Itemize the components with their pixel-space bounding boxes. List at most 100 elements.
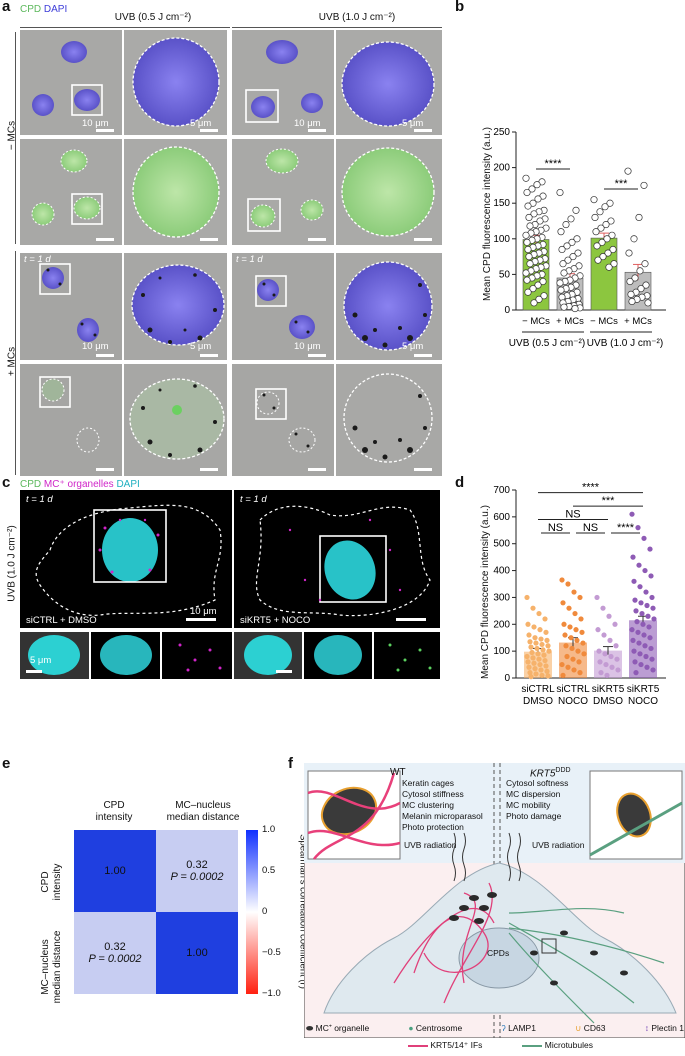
- data-point: [571, 667, 577, 673]
- y-tick-label: 200: [493, 163, 510, 174]
- f-legend-row1: ⬬ MC⁺ organelle ● Centrosome ʔ LAMP1 ∪ C…: [306, 1023, 684, 1034]
- cell-pvalue: P = 0.0002: [170, 871, 224, 883]
- data-point: [602, 651, 608, 657]
- y-tick-label: 150: [493, 198, 510, 209]
- sig-label: ****: [617, 522, 635, 534]
- data-point: [635, 629, 641, 635]
- data-point: [613, 643, 619, 649]
- data-point: [612, 621, 618, 627]
- ko-label: KRT5DDD: [530, 767, 571, 779]
- x-tick-label: − MCs: [522, 316, 550, 327]
- cbar-tick: −0.5: [262, 947, 281, 958]
- data-point: [595, 627, 601, 633]
- data-point: [539, 641, 545, 648]
- data-point: [569, 645, 575, 652]
- heatmap-cell-11: 1.00: [74, 830, 156, 912]
- data-point: [538, 636, 544, 642]
- data-point: [529, 649, 535, 656]
- data-point: [536, 610, 542, 617]
- data-point: [641, 260, 649, 268]
- sig-label: ***: [602, 495, 616, 507]
- data-point: [568, 635, 574, 641]
- legend-mc: MC⁺ organelles: [43, 479, 114, 490]
- data-point: [524, 245, 532, 254]
- data-point: [602, 221, 610, 229]
- data-point: [525, 253, 533, 261]
- data-point: [649, 656, 655, 662]
- uvb-side-label: UVB (1.0 J cm⁻²): [6, 525, 18, 602]
- data-point: [642, 643, 648, 649]
- condition-left: siCTRL + DMSO: [26, 615, 97, 626]
- data-point: [540, 647, 546, 653]
- x-tick-label: siKRT5: [592, 684, 625, 695]
- data-point: [607, 637, 613, 643]
- data-point: [648, 645, 654, 652]
- data-point: [631, 274, 639, 282]
- data-point: [536, 656, 542, 662]
- data-point: [523, 188, 531, 197]
- data-point: [641, 535, 647, 541]
- data-point: [559, 577, 565, 583]
- data-point: [580, 640, 586, 646]
- data-point: [601, 632, 607, 638]
- data-point: [544, 668, 550, 674]
- data-point: [607, 217, 615, 225]
- data-point: [634, 619, 640, 625]
- wt-feature: MC clustering: [402, 800, 454, 810]
- data-point: [591, 213, 599, 221]
- timepoint-label: t = 1 d: [240, 494, 267, 505]
- data-point: [563, 242, 571, 250]
- data-point: [533, 640, 539, 646]
- data-point: [567, 624, 573, 630]
- row-bracket: [15, 32, 16, 244]
- data-point: [600, 605, 606, 611]
- scale-label-10um: 10 μm: [294, 341, 321, 352]
- data-point: [603, 661, 609, 668]
- data-point: [525, 659, 531, 665]
- scale-label-10um: 10 μm: [190, 606, 217, 617]
- scale-label-10um: 10 μm: [294, 118, 321, 129]
- data-point: [641, 632, 647, 638]
- data-point: [630, 637, 636, 643]
- data-point: [543, 629, 549, 635]
- data-point: [645, 613, 651, 619]
- heatmap-row1: CPD intensity: [40, 852, 64, 912]
- cbar-tick: −1.0: [262, 988, 281, 999]
- data-point: [633, 608, 639, 614]
- data-point: [631, 578, 637, 584]
- col2-line1: MC–nucleus: [175, 800, 231, 811]
- cell-pvalue: P = 0.0002: [88, 953, 142, 965]
- data-point: [572, 610, 578, 617]
- data-point: [523, 238, 531, 246]
- data-point: [525, 621, 531, 627]
- panel-label-c: c: [2, 474, 11, 491]
- cpds-label: CPDs: [487, 948, 510, 958]
- sig-label: NS: [548, 522, 563, 534]
- group-label: UVB (1.0 J cm⁻²): [587, 338, 663, 349]
- x-tick-label: NOCO: [628, 696, 658, 707]
- data-point: [608, 653, 614, 660]
- ko-sup: DDD: [555, 767, 571, 774]
- data-point: [609, 664, 615, 670]
- chart-d: 0100200300400500600700siCTRLDMSOsiCTRLNO…: [493, 482, 666, 707]
- legend-a: CPD DAPI: [20, 4, 67, 15]
- data-point: [557, 228, 565, 236]
- uvb-high-header: UVB (1.0 J cm⁻²): [318, 12, 396, 23]
- ko-feature: MC dispersion: [506, 789, 561, 799]
- data-point: [571, 305, 579, 313]
- heatmap-col1: CPD intensity: [74, 800, 154, 824]
- data-point: [605, 263, 613, 271]
- data-point: [531, 660, 537, 666]
- data-point: [536, 217, 544, 225]
- data-point: [637, 651, 643, 657]
- data-point: [560, 672, 566, 678]
- data-point: [581, 651, 587, 657]
- data-point: [594, 594, 600, 601]
- data-point: [639, 610, 645, 617]
- data-point: [638, 600, 644, 606]
- data-point: [592, 228, 600, 236]
- data-point: [532, 666, 538, 672]
- data-point: [522, 174, 530, 182]
- data-point: [569, 253, 577, 261]
- data-point: [570, 656, 576, 662]
